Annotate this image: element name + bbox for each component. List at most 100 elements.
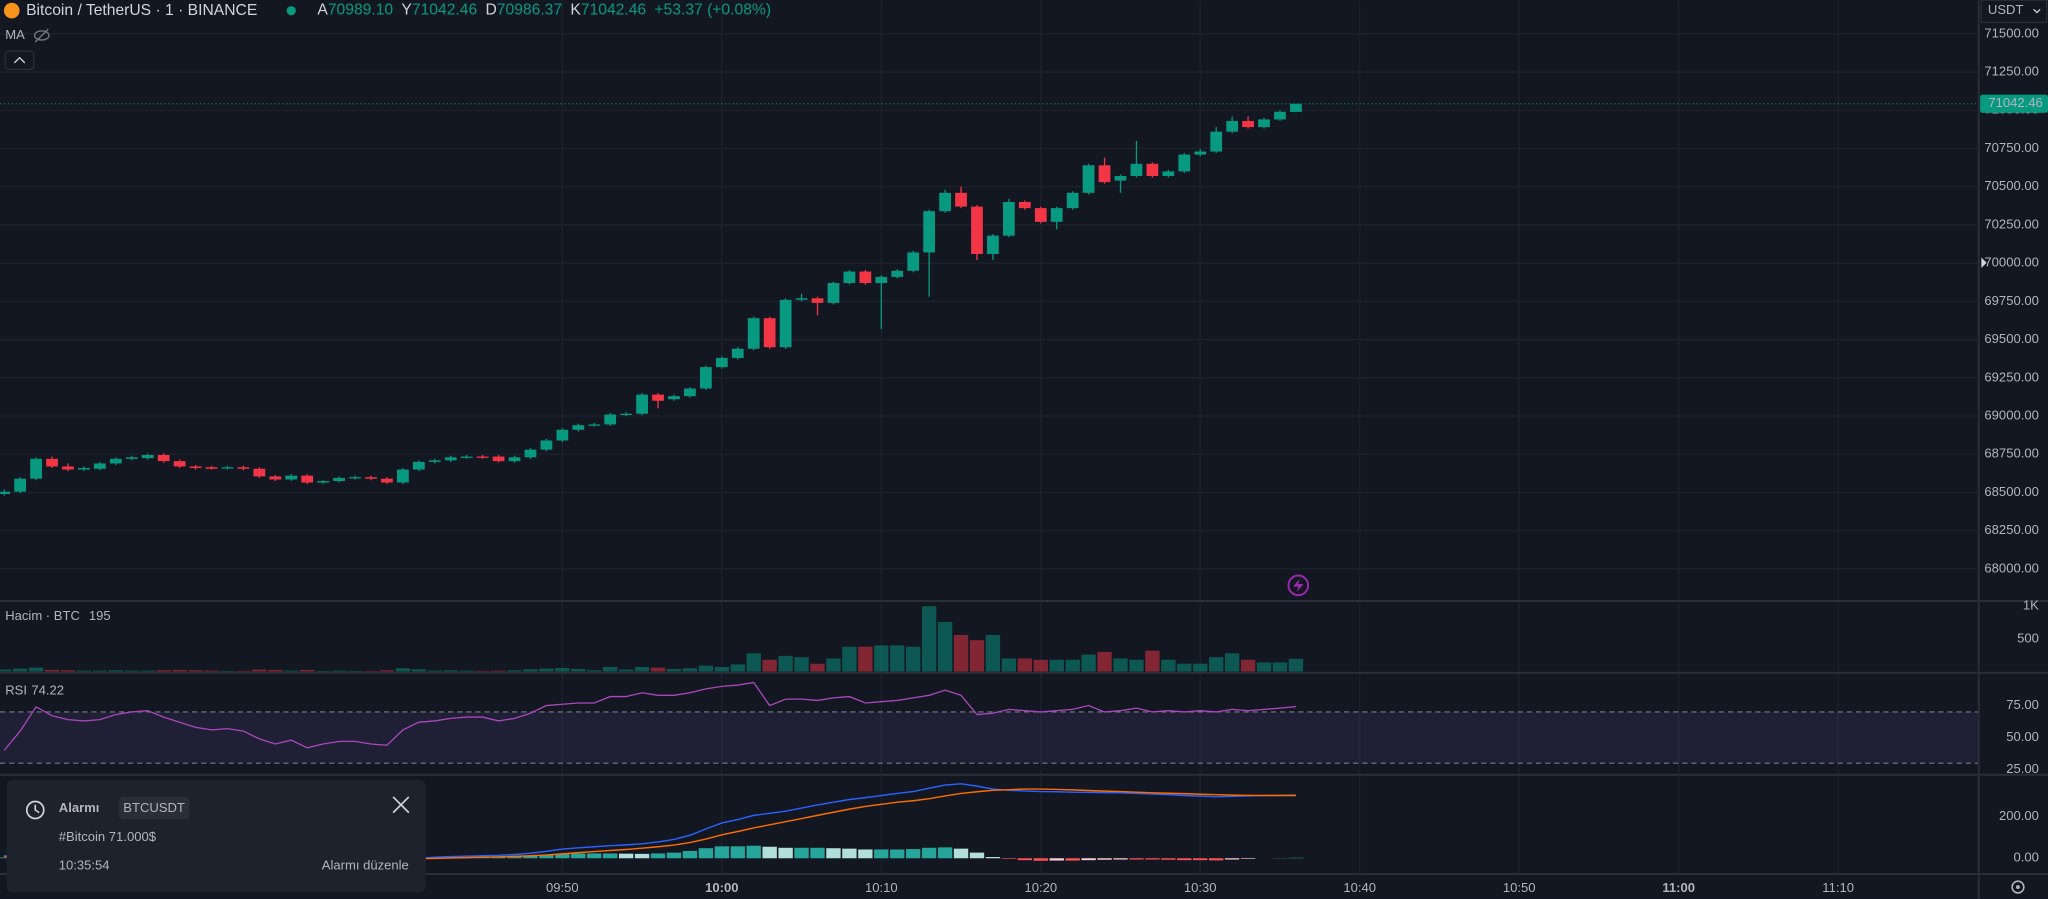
candle-body — [668, 396, 680, 400]
pane-value: 74.22 — [31, 683, 64, 698]
histogram-bar — [874, 849, 889, 859]
ohlc-label: K — [570, 2, 581, 19]
volume-bar — [1033, 659, 1048, 672]
candle-body — [540, 440, 553, 450]
y-tick-label: 70750.00 — [1984, 140, 2038, 155]
y-tick-label: 71500.00 — [1984, 25, 2038, 40]
y-tick-label: 68250.00 — [1984, 522, 2038, 537]
y-tick-label: 70000.00 — [1984, 255, 2038, 270]
volume-bar — [76, 670, 92, 672]
volume-bar — [379, 670, 395, 672]
candle-body — [157, 455, 170, 462]
histogram-bar — [746, 845, 761, 859]
indicator-name[interactable]: MA — [5, 27, 25, 42]
candle-body — [1194, 151, 1207, 155]
y-tick-label: 70500.00 — [1984, 178, 2038, 193]
volume-bar — [794, 657, 809, 672]
volume-bar — [172, 669, 187, 672]
histogram-bar — [650, 853, 666, 859]
settings-button[interactable] — [2011, 880, 2025, 894]
histogram-bar — [666, 852, 682, 859]
histogram-bar — [618, 853, 634, 859]
volume-bar — [1161, 659, 1176, 672]
candle-body — [46, 458, 58, 467]
volume-bar — [507, 670, 522, 672]
volume-bar — [459, 670, 474, 672]
histogram-bar — [714, 846, 730, 859]
candle-body — [779, 299, 792, 348]
candle-body — [476, 456, 489, 458]
candle-body — [715, 357, 728, 368]
ohlc-label: D — [485, 2, 496, 19]
candle-body — [205, 467, 218, 469]
histogram-bar — [810, 847, 825, 859]
candle-body — [333, 477, 345, 481]
y-tick-label: 69250.00 — [1984, 369, 2038, 384]
histogram-bar — [555, 853, 570, 859]
histogram-bar — [571, 853, 586, 859]
collapse-button[interactable] — [4, 50, 35, 71]
y-tick-label: 1K — [2023, 598, 2039, 613]
volume-bar — [778, 655, 793, 672]
candle-body — [1162, 171, 1175, 177]
pane-title: Hacim · BTC — [5, 608, 80, 623]
lightning-button[interactable] — [1287, 574, 1310, 597]
volume-bar — [571, 668, 586, 672]
candle-body — [285, 475, 298, 480]
candle-body — [1274, 111, 1286, 120]
currency: USDT — [1988, 2, 2024, 17]
candle-body — [699, 367, 712, 389]
volume-bar — [730, 664, 745, 672]
volume-bar — [906, 646, 921, 672]
histogram-bar — [1209, 858, 1224, 861]
volume-bar — [156, 670, 171, 672]
histogram-bar — [890, 849, 905, 859]
volume-bar — [108, 670, 124, 672]
x-tick-label: 09:50 — [546, 880, 579, 895]
hide-icon[interactable] — [33, 28, 50, 43]
histogram-bar — [1224, 858, 1240, 860]
alarm-icon — [25, 800, 45, 820]
candle-body — [396, 469, 409, 483]
volume-bar — [1193, 663, 1208, 672]
histogram-bar — [698, 848, 714, 859]
candle-body — [1178, 154, 1191, 172]
candle-body — [1210, 131, 1223, 152]
x-tick-label: 10:10 — [865, 880, 898, 895]
candle-body — [1242, 120, 1254, 128]
candle-body — [78, 468, 90, 470]
pane-title: RSI — [5, 683, 27, 698]
histogram-bar — [1049, 858, 1064, 861]
volume-bar — [491, 670, 506, 672]
volume-bar — [268, 669, 283, 672]
volume-bar — [874, 645, 889, 672]
candle-body — [1258, 119, 1270, 128]
candle-body — [1130, 163, 1143, 177]
histogram-bar — [921, 847, 937, 859]
alert-edit-link[interactable]: Alarmı düzenle — [322, 858, 409, 873]
candle-body — [269, 476, 282, 480]
alert-close[interactable] — [392, 796, 410, 814]
volume-bar — [890, 645, 905, 672]
last-price-label: 71042.46 — [1988, 95, 2042, 110]
ohlc-value: 70989.10 — [328, 2, 394, 19]
ohlc-value: 71042.46 — [412, 2, 478, 19]
alert-symbol: BTCUSDT — [123, 800, 185, 815]
volume-bar — [395, 668, 411, 672]
alert-message: #Bitcoin 71.000$ — [59, 829, 157, 844]
alarm-hands — [34, 804, 40, 814]
volume-bar — [252, 669, 267, 672]
volume-bar — [220, 670, 235, 672]
candle-body — [460, 456, 473, 458]
volume-bar — [0, 669, 12, 672]
ohlc-value: 70986.37 — [497, 2, 562, 19]
volume-bar — [236, 670, 251, 672]
histogram-bar — [1065, 858, 1080, 861]
candle-body — [365, 477, 377, 479]
histogram-bar — [1081, 858, 1096, 861]
volume-bar — [1049, 659, 1064, 672]
currency-button[interactable]: USDT — [1980, 0, 2048, 24]
y-tick-label: 75.00 — [2006, 697, 2039, 712]
candle-body — [492, 456, 505, 462]
alert-badge — [118, 796, 190, 820]
